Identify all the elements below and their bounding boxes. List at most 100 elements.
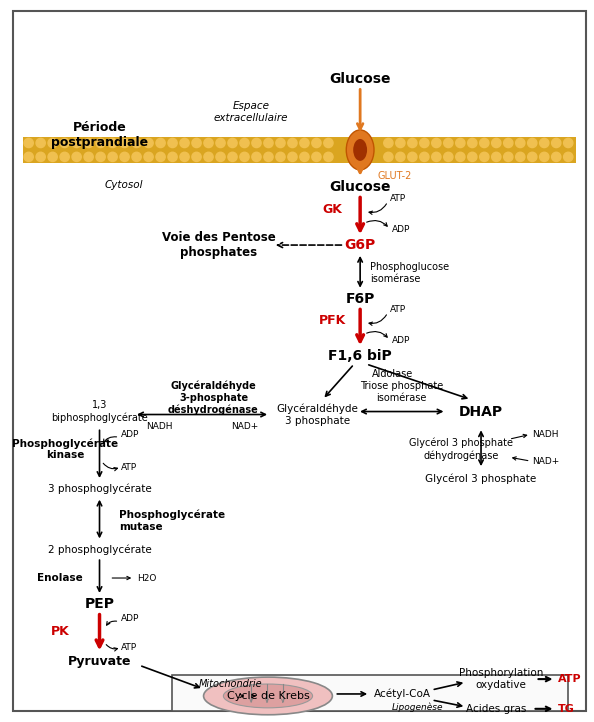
Circle shape <box>216 152 225 162</box>
Text: GK: GK <box>323 203 342 216</box>
Text: ATP: ATP <box>121 643 137 652</box>
Circle shape <box>384 152 393 162</box>
Text: Phosphoglycérate
kinase: Phosphoglycérate kinase <box>12 438 118 460</box>
Text: Cytosol: Cytosol <box>105 180 144 190</box>
Circle shape <box>24 139 33 147</box>
Text: ADP: ADP <box>121 430 140 439</box>
Circle shape <box>527 139 537 147</box>
Ellipse shape <box>353 139 367 161</box>
Text: Période
postprandiale: Période postprandiale <box>51 121 148 149</box>
Text: Enolase: Enolase <box>37 573 83 583</box>
Text: Phosphoglucose
isomérase: Phosphoglucose isomérase <box>370 262 449 284</box>
Text: DHAP: DHAP <box>459 404 503 419</box>
Text: Espace
extracellulaire: Espace extracellulaire <box>214 102 288 123</box>
Text: 2 phosphoglycérate: 2 phosphoglycérate <box>48 544 151 554</box>
Text: PFK: PFK <box>319 314 346 327</box>
Text: NADH: NADH <box>533 430 559 439</box>
Circle shape <box>456 152 465 162</box>
FancyBboxPatch shape <box>13 12 586 710</box>
Circle shape <box>132 139 141 147</box>
Text: ADP: ADP <box>392 336 410 344</box>
Circle shape <box>444 139 453 147</box>
Circle shape <box>516 139 525 147</box>
Circle shape <box>527 152 537 162</box>
Circle shape <box>300 152 309 162</box>
Text: TG: TG <box>558 704 575 714</box>
Text: PK: PK <box>50 625 69 638</box>
Circle shape <box>407 152 417 162</box>
Circle shape <box>48 152 57 162</box>
Circle shape <box>288 152 297 162</box>
Circle shape <box>480 152 489 162</box>
Circle shape <box>36 139 45 147</box>
Circle shape <box>144 152 153 162</box>
Circle shape <box>84 139 93 147</box>
Circle shape <box>156 152 165 162</box>
Circle shape <box>564 152 573 162</box>
Text: Glycéraldéhyde
3 phosphate: Glycéraldéhyde 3 phosphate <box>277 404 358 425</box>
Circle shape <box>144 139 153 147</box>
Circle shape <box>216 139 225 147</box>
Circle shape <box>312 152 321 162</box>
Text: Pyruvate: Pyruvate <box>68 655 131 668</box>
Text: Lipogenèse: Lipogenèse <box>392 703 443 713</box>
Circle shape <box>432 152 441 162</box>
Circle shape <box>539 139 549 147</box>
Circle shape <box>312 139 321 147</box>
Circle shape <box>96 152 105 162</box>
Circle shape <box>552 152 561 162</box>
Circle shape <box>192 139 201 147</box>
Text: Aldolase: Aldolase <box>372 369 413 379</box>
Circle shape <box>396 152 405 162</box>
Circle shape <box>467 152 477 162</box>
Text: ATP: ATP <box>558 674 582 684</box>
Circle shape <box>552 139 561 147</box>
Circle shape <box>96 139 105 147</box>
Text: F1,6 biP: F1,6 biP <box>328 349 392 363</box>
Circle shape <box>120 139 129 147</box>
Circle shape <box>564 139 573 147</box>
Circle shape <box>228 152 237 162</box>
Text: ATP: ATP <box>390 194 406 203</box>
Circle shape <box>432 139 441 147</box>
Circle shape <box>252 139 261 147</box>
Circle shape <box>456 139 465 147</box>
Circle shape <box>168 139 177 147</box>
Circle shape <box>36 152 45 162</box>
Text: Triose phosphate
isomérase: Triose phosphate isomérase <box>360 381 443 403</box>
Circle shape <box>444 152 453 162</box>
Circle shape <box>120 152 129 162</box>
Text: ADP: ADP <box>392 225 410 234</box>
Text: ATP: ATP <box>390 305 406 314</box>
Text: Glycérol 3 phosphate
déhydrogénase: Glycérol 3 phosphate déhydrogénase <box>409 438 513 461</box>
Text: ADP: ADP <box>121 614 140 623</box>
Text: Acides gras: Acides gras <box>466 704 526 714</box>
Circle shape <box>192 152 201 162</box>
Text: F6P: F6P <box>346 292 375 305</box>
Text: Cycle de Krebs: Cycle de Krebs <box>226 691 309 701</box>
Circle shape <box>264 152 273 162</box>
Text: Phosphorylation
oxydative: Phosphorylation oxydative <box>459 669 543 690</box>
Text: GLUT-2: GLUT-2 <box>378 170 412 180</box>
Circle shape <box>84 152 93 162</box>
Ellipse shape <box>223 684 312 708</box>
Circle shape <box>72 152 81 162</box>
Circle shape <box>228 139 237 147</box>
Circle shape <box>504 152 513 162</box>
Circle shape <box>60 139 69 147</box>
Circle shape <box>204 139 213 147</box>
Circle shape <box>204 152 213 162</box>
Text: Acétyl-CoA: Acétyl-CoA <box>374 689 431 699</box>
FancyBboxPatch shape <box>23 137 576 162</box>
Text: Phosphoglycérate
mutase: Phosphoglycérate mutase <box>119 510 226 531</box>
FancyBboxPatch shape <box>172 675 568 710</box>
Text: Mitochondrie: Mitochondrie <box>198 679 262 689</box>
Circle shape <box>324 139 333 147</box>
Text: H2O: H2O <box>137 573 157 583</box>
Text: Glucose: Glucose <box>330 180 391 193</box>
Circle shape <box>480 139 489 147</box>
Circle shape <box>180 139 189 147</box>
Circle shape <box>516 152 525 162</box>
Circle shape <box>24 152 33 162</box>
Circle shape <box>276 139 285 147</box>
